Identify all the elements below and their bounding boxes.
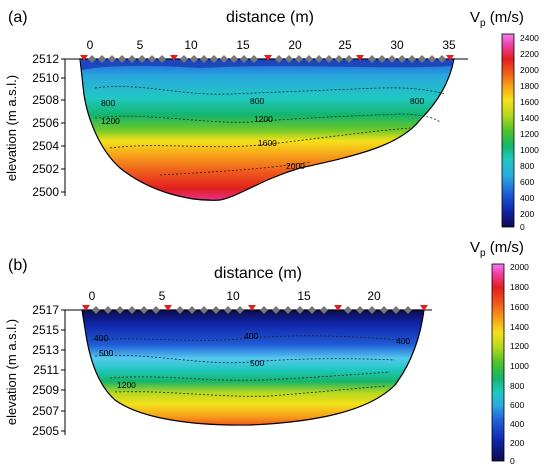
colorbar-tick: 800 [510,381,524,391]
panel-a-shot-points [80,55,454,61]
contour-label: 800 [101,98,115,108]
colorbar-title: Vp (m/s) [470,239,524,259]
x-tick-label: 25 [338,38,352,52]
contour-label: 1200 [117,380,136,390]
panel-a-y-ticks: 2512 2510 2508 2506 2504 2502 2500 [32,52,65,199]
panel-a: (a) distance (m) elevation (m a.s.l.) 0 … [4,9,539,232]
colorbar-tick: 600 [510,400,524,410]
panel-a-contour-labels: 800 800 800 1200 1200 1600 2000 [101,96,424,171]
panel-a-x-axis-label: distance (m) [226,9,314,26]
y-tick-label: 2512 [32,52,59,66]
colorbar-gradient [491,263,505,462]
panel-a-geophones [88,55,446,63]
y-tick-label: 2515 [32,323,59,337]
colorbar-tick: 1800 [510,282,529,292]
contour-label: 1200 [254,114,273,124]
x-tick-label: 5 [137,38,144,52]
colorbar-tick: 2000 [520,65,539,75]
panel-b: (b) distance (m) elevation (m a.s.l.) 0 … [4,239,529,466]
colorbar-tick: 200 [510,438,524,448]
colorbar-tick: 600 [520,177,534,187]
y-tick-label: 2513 [32,343,59,357]
colorbar-tick: 1200 [510,341,529,351]
panel-b-section [81,309,425,426]
colorbar-tick: 1000 [520,145,539,155]
y-tick-label: 2517 [32,303,59,317]
contour-label: 1200 [101,116,120,126]
panel-a-colorbar: Vp (m/s) 2400 2200 2000 1800 1600 1400 1… [470,9,539,232]
colorbar-tick: 1000 [510,361,529,371]
colorbar-tick: 0 [510,456,515,466]
y-tick-label: 2500 [32,185,59,199]
panel-b-geophones [92,306,412,314]
contour-label: 2000 [286,161,305,171]
y-tick-label: 2508 [32,93,59,107]
panel-a-x-ticks: 0 5 10 15 20 25 30 35 [87,38,456,52]
x-tick-label: 15 [236,38,250,52]
contour-label: 1600 [258,138,277,148]
colorbar-gradient [501,33,515,228]
contour-label: 500 [99,348,113,358]
colorbar-tick: 1800 [520,81,539,91]
panel-b-y-axis-label: elevation (m a.s.l.) [4,319,19,425]
colorbar-tick: 0 [520,222,525,232]
contour-label: 800 [250,96,264,106]
colorbar-tick: 1400 [520,113,539,123]
colorbar-tick: 2000 [510,262,529,272]
colorbar-tick: 200 [520,209,534,219]
panel-a-section [79,58,455,201]
colorbar-tick: 400 [510,419,524,429]
colorbar-tick: 2200 [520,49,539,59]
panel-b-y-ticks: 2517 2515 2513 2511 2509 2507 2505 [32,303,65,438]
contour-label: 400 [396,336,410,346]
x-tick-label: 15 [297,289,311,303]
colorbar-tick: 1400 [510,322,529,332]
x-tick-label: 20 [288,38,302,52]
y-tick-label: 2505 [32,424,59,438]
y-tick-label: 2511 [33,363,59,377]
panel-a-contours [94,86,446,176]
panel-b-x-axis-label: distance (m) [214,265,302,282]
panel-a-label: (a) [8,9,28,26]
y-tick-label: 2506 [32,116,59,130]
y-tick-label: 2509 [32,383,59,397]
panel-b-contour-labels: 400 400 400 500 500 1200 [94,331,410,390]
contour-label: 400 [244,331,258,341]
panel-b-x-ticks: 0 5 10 15 20 [89,289,381,303]
panel-b-shot-points [82,305,428,311]
x-tick-label: 10 [226,289,240,303]
contour-label: 500 [250,358,264,368]
panel-b-colorbar: Vp (m/s) 2000 1800 1600 1400 1200 1000 8… [470,239,529,466]
panel-b-label: (b) [8,257,28,274]
panel-b-contours [91,335,401,397]
x-tick-label: 30 [390,38,404,52]
panel-a-y-axis-label: elevation (m a.s.l.) [4,75,19,181]
x-tick-label: 0 [89,289,96,303]
colorbar-tick: 1600 [510,302,529,312]
colorbar-tick: 1600 [520,97,539,107]
x-tick-label: 10 [184,38,198,52]
colorbar-tick: 400 [520,193,534,203]
x-tick-label: 20 [367,289,381,303]
colorbar-tick: 1200 [520,129,539,139]
x-tick-label: 5 [159,289,166,303]
y-tick-label: 2504 [32,139,59,153]
y-tick-label: 2507 [32,404,59,418]
contour-label: 800 [410,96,424,106]
colorbar-tick: 2400 [520,33,539,43]
colorbar-tick: 800 [520,161,534,171]
panel-a-shallow-band [80,59,454,70]
x-tick-label: 35 [442,38,456,52]
colorbar-title: Vp (m/s) [470,9,524,29]
y-tick-label: 2502 [32,162,59,176]
contour-label: 400 [94,333,108,343]
x-tick-label: 0 [87,38,94,52]
y-tick-label: 2510 [32,71,59,85]
